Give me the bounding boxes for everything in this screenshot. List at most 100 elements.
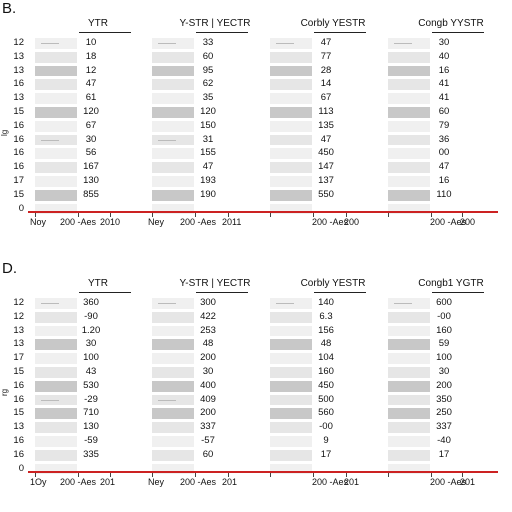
x-tick — [110, 473, 111, 478]
row-band — [152, 65, 194, 77]
x-tick-label: 201 — [460, 477, 476, 488]
cell-value: 41 — [438, 78, 450, 90]
cell-value: -59 — [84, 435, 98, 446]
row-band — [35, 311, 77, 323]
cell-value: 30 — [438, 37, 450, 48]
row-label: 13 — [13, 50, 24, 62]
row-band — [388, 176, 430, 187]
cell-value: 62 — [202, 78, 214, 90]
x-tick-label: 200 -Aes — [60, 477, 97, 488]
x-tick — [313, 473, 314, 478]
row-band — [270, 120, 312, 132]
cell-value: 400 — [200, 379, 216, 391]
row-band — [35, 325, 77, 337]
cell-value: 120 — [83, 106, 99, 117]
cell-value: 16 — [438, 64, 450, 76]
cell-value: 560 — [318, 407, 334, 419]
row-band — [152, 203, 194, 215]
cell-value: 193 — [200, 175, 216, 186]
cell-value: 110 — [436, 188, 452, 200]
row-label: 16 — [13, 448, 24, 460]
x-tick-label: 200 — [344, 217, 360, 228]
row-band — [152, 422, 194, 433]
row-band — [152, 408, 194, 420]
row-band — [270, 463, 312, 475]
x-tick — [152, 213, 153, 218]
cell-value: 31 — [202, 133, 214, 145]
cell-value: 9 — [323, 435, 329, 446]
x-tick — [346, 213, 347, 218]
row-band — [152, 436, 194, 447]
column-title: Corbly YESTR — [300, 18, 366, 29]
cell-value: 17 — [438, 448, 450, 460]
cell-value: 67 — [320, 92, 332, 104]
row-band — [35, 93, 77, 104]
x-tick — [346, 473, 347, 478]
row-band — [388, 436, 430, 447]
cell-value: 120 — [200, 106, 216, 117]
column-title-underline — [314, 292, 366, 293]
column-title-underline — [196, 292, 248, 293]
row-band — [388, 422, 430, 433]
row-band — [388, 380, 430, 392]
cell-value: 43 — [85, 366, 97, 377]
row-band — [270, 339, 312, 351]
row-band — [388, 408, 430, 420]
cell-value: 18 — [85, 50, 97, 62]
row-band — [152, 367, 194, 378]
cell-value: 47 — [320, 133, 332, 145]
x-tick — [195, 213, 196, 218]
row-band — [152, 120, 194, 132]
row-band — [270, 79, 312, 91]
row-band — [152, 449, 194, 461]
x-tick — [228, 213, 229, 218]
cell-value: 300 — [200, 297, 216, 308]
cell-value: 156 — [318, 324, 334, 336]
row-band — [388, 367, 430, 378]
row-band — [35, 353, 77, 364]
column-title-underline — [196, 32, 248, 33]
row-label: 0 — [18, 202, 24, 214]
row-label: 13 — [13, 324, 24, 336]
dash-mark — [276, 43, 294, 44]
cell-value: 450 — [318, 379, 334, 391]
column-title-underline — [432, 292, 484, 293]
row-label: 15 — [13, 407, 24, 419]
row-label: 17 — [13, 352, 24, 364]
row-band — [270, 422, 312, 433]
row-label: 16 — [13, 147, 24, 159]
cell-value: 200 — [200, 352, 216, 364]
row-band — [270, 449, 312, 461]
dash-mark — [41, 399, 59, 401]
row-label: 16 — [13, 161, 24, 173]
row-band — [152, 93, 194, 104]
row-band — [270, 394, 312, 406]
column-title: YTR — [88, 278, 108, 289]
row-band — [388, 93, 430, 104]
cell-value: 48 — [320, 338, 332, 350]
row-band — [152, 339, 194, 351]
dash-mark — [158, 303, 176, 304]
dash-mark — [276, 303, 294, 304]
cell-value: 550 — [318, 188, 334, 200]
cell-value: 855 — [83, 188, 99, 200]
cell-value: 1.20 — [81, 324, 101, 336]
cell-value: 167 — [83, 161, 99, 173]
cell-value: 30 — [438, 366, 450, 377]
dash-mark — [41, 139, 59, 141]
cell-value: 56 — [85, 147, 97, 159]
dash-mark — [158, 399, 176, 401]
cell-value: 450 — [318, 147, 334, 159]
row-band — [270, 311, 312, 323]
x-tick — [462, 213, 463, 218]
cell-value: 130 — [83, 175, 99, 186]
cell-value: -00 — [437, 310, 451, 322]
row-band — [388, 394, 430, 406]
cell-value: 14 — [320, 78, 332, 90]
row-band — [152, 325, 194, 337]
row-band — [152, 176, 194, 187]
cell-value: 17 — [320, 448, 332, 460]
x-tick-label: 200 — [460, 217, 476, 228]
x-axis-baseline — [28, 211, 498, 214]
